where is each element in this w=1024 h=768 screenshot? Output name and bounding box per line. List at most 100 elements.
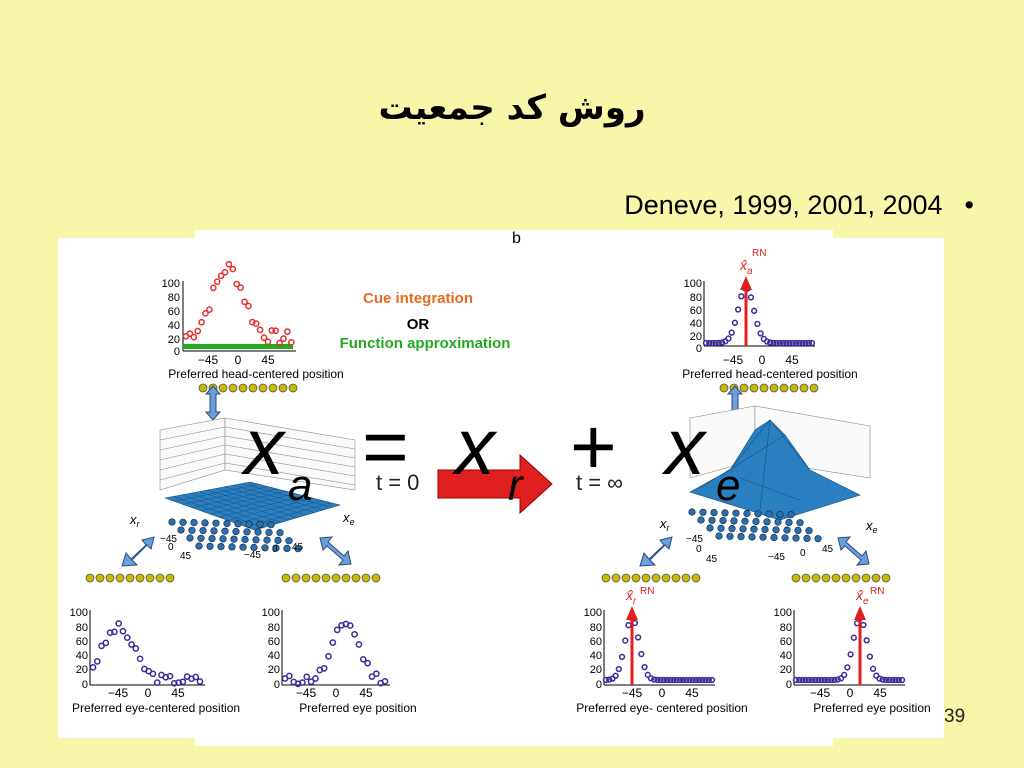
y-tick: 40 — [690, 318, 702, 330]
svg-text:80: 80 — [268, 622, 280, 634]
neuron — [789, 383, 799, 393]
neuron — [248, 383, 258, 393]
svg-text:0: 0 — [786, 679, 792, 691]
response-dot — [709, 339, 716, 347]
response-dot — [194, 327, 202, 335]
response-dot — [202, 309, 209, 317]
neuron — [371, 573, 381, 583]
svg-text:45: 45 — [180, 551, 192, 562]
response-dot — [706, 339, 713, 347]
grid-neuron — [261, 544, 269, 552]
neuron — [881, 573, 891, 583]
response-dot — [738, 293, 745, 300]
grid-neuron — [188, 526, 196, 534]
response-dot — [320, 665, 328, 672]
y-tick: 20 — [168, 334, 180, 346]
neuron — [671, 573, 681, 583]
response-dot — [299, 679, 306, 686]
response-dot — [667, 676, 674, 684]
equation-term1: x — [451, 402, 498, 491]
right-grid-axis-labels: xr xe −45 0 45 −45 0 45 — [659, 516, 878, 565]
neuron — [601, 573, 611, 583]
response-dot — [844, 664, 851, 671]
grid-neuron — [752, 517, 760, 526]
response-dot — [679, 676, 687, 684]
plot-eye-centered-smooth: 100 80 60 40 20 0 −45 0 45 Preferred eye… — [576, 586, 747, 715]
svg-text:−45: −45 — [296, 686, 317, 700]
response-dot — [821, 676, 829, 684]
response-dot — [708, 676, 716, 684]
grid-neuron — [228, 543, 236, 551]
grid-neuron — [732, 509, 740, 517]
response-dot — [237, 284, 244, 291]
grid-neuron — [743, 509, 751, 518]
neuron — [681, 573, 691, 583]
svg-text:20: 20 — [76, 664, 88, 676]
response-dot — [170, 679, 178, 687]
svg-text:−45: −45 — [768, 552, 785, 563]
svg-text:−45: −45 — [810, 686, 831, 700]
svg-text:−45: −45 — [160, 534, 177, 545]
svg-text:80: 80 — [780, 622, 792, 634]
flat-surface — [163, 481, 342, 531]
svg-text:RN: RN — [640, 586, 654, 597]
neuron — [165, 573, 175, 583]
time-evolution-arrow — [437, 453, 553, 515]
neuron — [238, 383, 248, 393]
svg-text:20: 20 — [780, 664, 792, 676]
neuron — [301, 573, 311, 583]
response-dot — [792, 339, 800, 347]
neuron — [861, 573, 871, 583]
response-dot — [792, 676, 800, 684]
neuron — [661, 573, 671, 583]
response-dot — [699, 676, 706, 684]
grid-neuron — [252, 536, 260, 544]
response-dot — [692, 676, 700, 684]
neuron — [841, 573, 851, 583]
grid-neuron — [776, 510, 784, 519]
response-dot — [128, 641, 135, 648]
neuron — [361, 573, 371, 583]
neuron — [311, 573, 321, 583]
response-dot — [841, 671, 848, 679]
response-dot — [132, 645, 140, 652]
response-dot — [757, 330, 764, 337]
response-dot — [102, 639, 110, 647]
response-dot — [895, 676, 902, 684]
grid-neuron — [265, 528, 273, 537]
grid-neuron — [245, 520, 253, 528]
response-dot — [834, 676, 841, 683]
bullet-marker: • — [964, 190, 974, 220]
svg-text:100: 100 — [262, 607, 280, 619]
response-dot — [622, 637, 629, 644]
response-dot — [303, 673, 311, 681]
grid-neuron — [794, 526, 802, 535]
x-axis-label: Preferred head-centered position — [168, 367, 343, 381]
x-tick: 45 — [261, 353, 275, 367]
grid-neuron — [210, 527, 218, 535]
response-dot — [312, 675, 319, 682]
plot-eye-centered-noisy: 100 80 60 40 20 0 −45 0 45 Preferred eye… — [70, 607, 240, 715]
cue-integration-label: Cue integration — [363, 290, 473, 307]
response-dot — [284, 328, 291, 335]
neuron — [351, 573, 361, 583]
grid-neuron — [715, 532, 723, 540]
response-dot — [654, 676, 661, 684]
neuron — [135, 573, 145, 583]
response-dot — [802, 676, 809, 684]
neuron — [268, 383, 278, 393]
response-dot — [773, 339, 780, 347]
neuron — [811, 573, 821, 583]
response-dot — [751, 307, 758, 314]
response-dot — [179, 678, 187, 686]
response-dot — [618, 653, 626, 661]
svg-text:80: 80 — [590, 622, 602, 634]
neuron — [331, 573, 341, 583]
y-tick: 100 — [162, 278, 180, 290]
response-dot — [638, 650, 645, 658]
response-dot — [783, 339, 790, 347]
response-dot — [351, 630, 358, 638]
x-axis-label: Preferred head-centered position — [682, 367, 857, 381]
response-dot — [364, 659, 371, 667]
